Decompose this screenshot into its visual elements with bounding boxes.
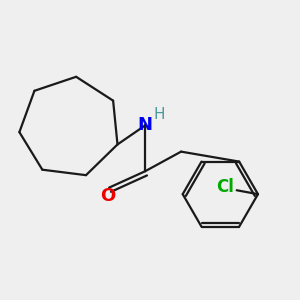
Text: H: H [153,107,165,122]
Text: Cl: Cl [216,178,234,196]
Text: O: O [100,187,115,205]
Text: N: N [138,116,153,134]
